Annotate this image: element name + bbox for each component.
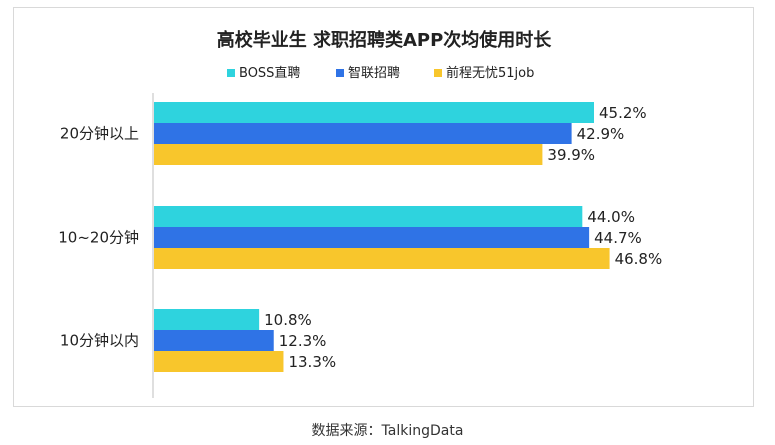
legend-swatch-2 xyxy=(336,69,344,77)
category-label-1: 20分钟以上 xyxy=(60,125,139,143)
bar-chart: 高校毕业生 求职招聘类APP次均使用时长 BOSS直聘 智联招聘 前程无忧51job… xyxy=(58,29,662,398)
category-label-3: 10分钟以内 xyxy=(60,332,139,350)
legend-label-2: 智联招聘 xyxy=(348,66,400,81)
bar-3-3 xyxy=(154,351,284,372)
chart-frame: 高校毕业生 求职招聘类APP次均使用时长 BOSS直聘 智联招聘 前程无忧51job… xyxy=(13,7,754,407)
data-label-2-1: 44.0% xyxy=(587,208,635,226)
chart-title: 高校毕业生 求职招聘类APP次均使用时长 xyxy=(217,29,553,51)
data-label-1-3: 39.9% xyxy=(547,146,595,164)
legend-label-1: BOSS直聘 xyxy=(239,66,300,81)
legend-swatch-3 xyxy=(434,69,442,77)
bar-3-1 xyxy=(154,309,260,330)
bar-2-1 xyxy=(154,206,583,227)
data-label-3-2: 12.3% xyxy=(279,332,327,350)
bar-group: 20分钟以上 45.2% 42.9% 39.9% 10~20分钟 44.0% 44.7% 46… xyxy=(58,102,662,372)
bar-1-2 xyxy=(154,123,572,144)
source-caption: 数据来源：TalkingData xyxy=(311,423,464,439)
data-label-2-3: 46.8% xyxy=(615,250,663,268)
bar-1-3 xyxy=(154,144,543,165)
category-label-2: 10~20分钟 xyxy=(58,229,139,247)
data-label-2-2: 44.7% xyxy=(594,229,642,247)
bar-2-3 xyxy=(154,248,610,269)
bar-2-2 xyxy=(154,227,590,248)
data-label-1-2: 42.9% xyxy=(577,125,625,143)
data-label-3-3: 13.3% xyxy=(288,353,336,371)
data-label-3-1: 10.8% xyxy=(264,311,312,329)
chart-legend: BOSS直聘 智联招聘 前程无忧51job xyxy=(227,65,534,81)
data-label-1-1: 45.2% xyxy=(599,104,647,122)
legend-label-3: 前程无忧51job xyxy=(446,65,534,81)
bar-3-2 xyxy=(154,330,274,351)
legend-swatch-1 xyxy=(227,69,235,77)
bar-1-1 xyxy=(154,102,594,123)
